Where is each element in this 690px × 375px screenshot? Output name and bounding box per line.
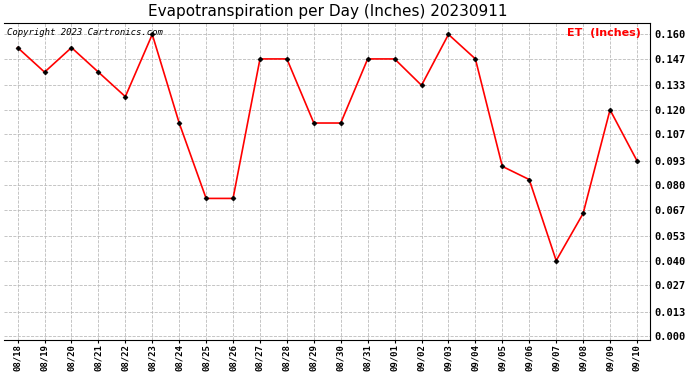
Text: ET  (Inches): ET (Inches) (567, 28, 641, 38)
Text: Copyright 2023 Cartronics.com: Copyright 2023 Cartronics.com (8, 28, 164, 37)
Title: Evapotranspiration per Day (Inches) 20230911: Evapotranspiration per Day (Inches) 2023… (148, 4, 507, 19)
